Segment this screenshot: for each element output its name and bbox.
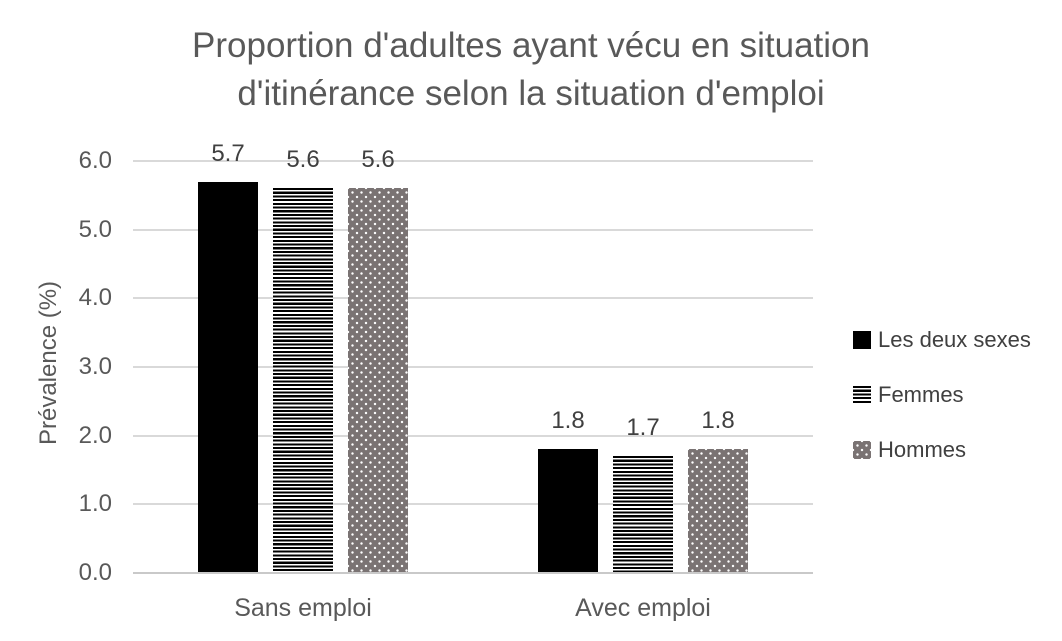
bar — [613, 456, 673, 573]
x-axis-line — [133, 572, 813, 574]
x-category-label-sans-emploi: Sans emploi — [234, 594, 372, 622]
legend-item-femmes: Femmes — [853, 382, 1031, 408]
chart-title-line1: Proportion d'adultes ayant vécu en situa… — [192, 26, 870, 65]
bar-data-label: 1.7 — [626, 414, 660, 442]
legend-label: Femmes — [878, 382, 964, 407]
bar-data-label: 1.8 — [551, 407, 585, 435]
bar — [273, 188, 333, 573]
x-category-label-avec-emploi: Avec emploi — [575, 594, 711, 622]
chart-title-line2: d'itinérance selon la situation d'emploi — [237, 74, 825, 113]
legend-item-les-deux-sexes: Les deux sexes — [853, 327, 1031, 353]
gridline — [133, 160, 813, 162]
legend-swatch-stripes-icon — [853, 386, 871, 404]
y-tick-label: 2.0 — [78, 421, 112, 449]
gridline — [133, 503, 813, 506]
legend-label: Hommes — [878, 437, 967, 462]
bar-data-label: 5.6 — [286, 146, 320, 174]
y-tick-label: 6.0 — [78, 147, 112, 174]
legend-swatch-solid-icon — [853, 331, 871, 349]
chart-title: Proportion d'adultes ayant vécu en situa… — [0, 22, 1062, 118]
y-tick-label: 3.0 — [78, 353, 112, 380]
bar-data-label: 5.7 — [211, 139, 245, 167]
bar — [688, 449, 748, 573]
legend-swatch-dots-icon — [853, 441, 871, 459]
legend: Les deux sexes Femmes Hommes — [853, 327, 1031, 463]
bar-data-label: 5.6 — [361, 146, 395, 174]
y-tick-label: 1.0 — [78, 490, 112, 518]
bar — [538, 449, 598, 573]
bar — [348, 188, 408, 573]
gridline — [133, 434, 813, 437]
legend-item-hommes: Hommes — [853, 437, 1031, 463]
gridline — [133, 366, 813, 368]
y-tick-label: 4.0 — [78, 284, 112, 312]
legend-label: Les deux sexes — [878, 327, 1031, 352]
gridline — [133, 297, 813, 300]
y-tick-label: 0.0 — [78, 559, 112, 586]
bar-data-label: 1.8 — [701, 407, 735, 435]
bar — [198, 181, 258, 573]
gridline — [133, 228, 813, 231]
y-tick-label: 5.0 — [78, 215, 112, 243]
